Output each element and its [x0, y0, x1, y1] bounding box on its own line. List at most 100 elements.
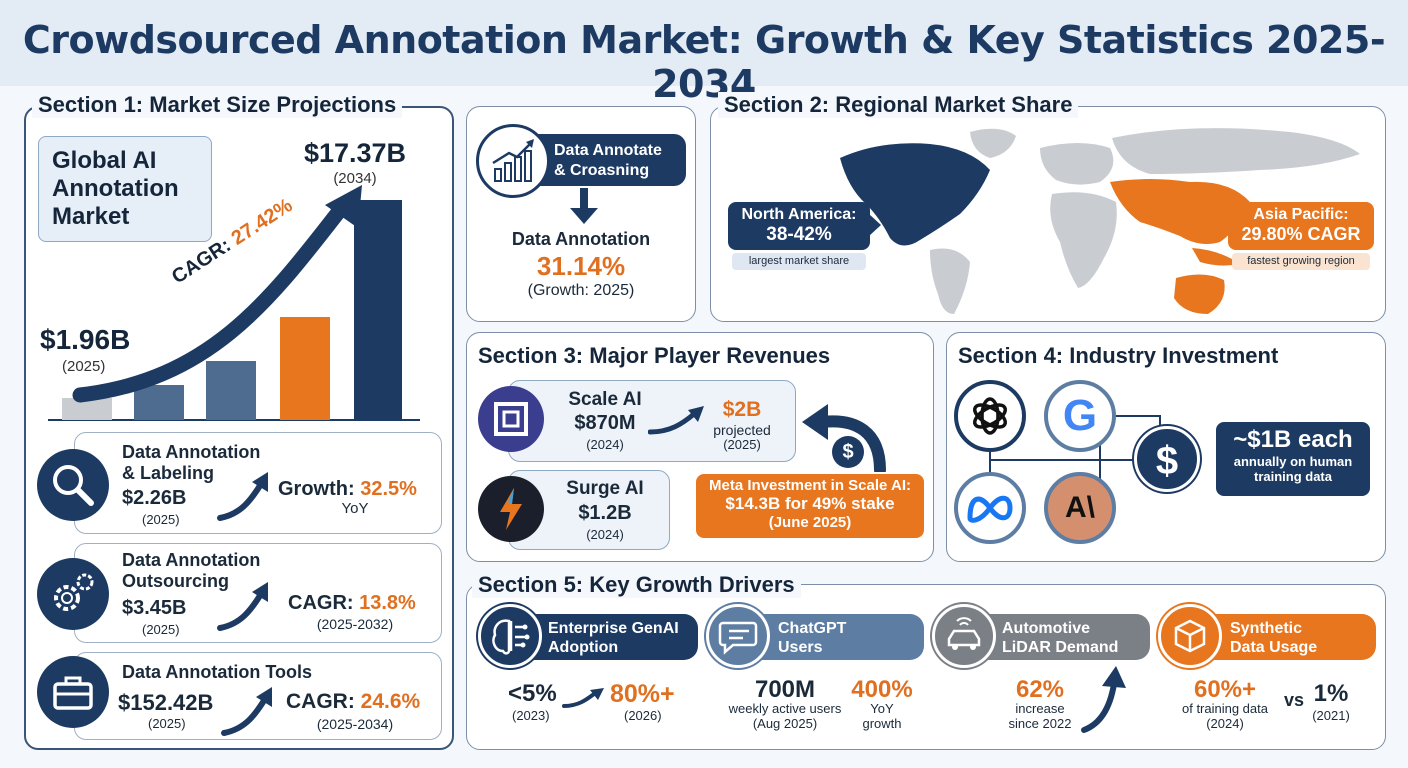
market-label-box: Global AI Annotation Market: [38, 136, 212, 242]
segment-arrow: [221, 687, 272, 736]
section5-title: Section 5: Key Growth Drivers: [472, 572, 801, 598]
metric-value: 24.6%: [360, 690, 421, 713]
segment-metric-note: (2025-2032): [316, 616, 394, 632]
meta-line1: Meta Investment in Scale AI:: [708, 477, 911, 494]
synthetic-note1: of training data: [1181, 701, 1268, 716]
na-pointer: [869, 214, 881, 236]
chatgpt-growth: 400%: [851, 676, 913, 703]
market-bar: [280, 317, 330, 420]
na-value: 38-42%: [766, 224, 832, 245]
meta-line3: (June 2025): [768, 514, 852, 531]
metric-value: 32.5%: [360, 478, 417, 500]
metric-label: Growth:: [278, 478, 355, 500]
meta-investment-arrow: [802, 404, 886, 472]
scale-projection-year: (2025): [723, 437, 761, 452]
chatgpt-growth-note1: YoY: [870, 701, 894, 716]
segment-arrow: [217, 582, 268, 631]
driver-line2: LiDAR Demand: [1002, 639, 1119, 656]
start-value: $1.96B: [40, 324, 131, 355]
segment-year: (2025): [142, 512, 180, 527]
title-band: [0, 0, 1408, 86]
market-bar: [62, 398, 112, 420]
market-bar: [134, 385, 184, 420]
driver-line2: Adoption: [548, 639, 619, 656]
scale-card: [508, 380, 796, 462]
scale-value: $870M: [574, 412, 636, 434]
segment-name-line2: Outsourcing: [122, 571, 229, 591]
map-australia: [1174, 274, 1225, 314]
section5-panel: [466, 584, 1386, 750]
synthetic-past-year: (2021): [1312, 708, 1350, 723]
brain-icon: [478, 604, 542, 668]
chatgpt-users-note2: (Aug 2025): [752, 716, 818, 731]
magnifier-icon: [37, 449, 109, 521]
segment-metric-note: YoY: [341, 500, 369, 517]
chatgpt-users-note1: weekly active users: [728, 701, 842, 716]
scale-name: Scale AI: [568, 389, 642, 410]
section4-title: Section 4: Industry Investment: [952, 343, 1285, 369]
start-year: (2025): [62, 358, 106, 375]
market-label: Global AI Annotation Market: [52, 147, 179, 230]
segment-name: Data Annotation Tools: [122, 662, 312, 682]
driver-line1: Automotive: [1002, 620, 1090, 637]
surge-name: Surge AI: [566, 478, 644, 499]
segment-metric: CAGR: 13.8%: [288, 592, 416, 615]
growth-chart-icon: [476, 124, 550, 198]
synthetic-past-value: 1%: [1313, 680, 1349, 707]
end-year: (2034): [333, 170, 377, 187]
meta-investment-box: Meta Investment in Scale AI: $14.3B for …: [696, 474, 924, 538]
annotation-note: (Growth: 2025): [527, 282, 635, 299]
toolbox-icon: [37, 656, 109, 728]
badge-line2: & Croasning: [554, 162, 650, 179]
segment-metric: CAGR: 24.6%: [286, 690, 420, 714]
dollar-icon: $: [832, 436, 864, 468]
segment-value: $3.45B: [122, 597, 187, 619]
badge-line1: Data Annotate: [554, 142, 662, 159]
map-south-america: [930, 248, 970, 314]
na-note: largest market share: [732, 253, 866, 270]
segment-value: $152.42B: [118, 690, 214, 715]
segment-name: Data Annotation: [122, 550, 261, 570]
surge-year: (2024): [586, 527, 624, 542]
lidar-arrow: [1081, 666, 1126, 733]
synthetic-value: 60%+: [1193, 676, 1257, 703]
section2-title: Section 2: Regional Market Share: [718, 92, 1079, 118]
gears-icon: [37, 558, 109, 630]
driver-line1: Synthetic: [1230, 620, 1303, 637]
chatgpt-users: 700M: [754, 676, 816, 703]
map-africa: [1050, 192, 1117, 288]
genai-from-year: (2023): [512, 708, 550, 723]
driver-pill-genai: Enterprise GenAI Adoption: [520, 614, 698, 660]
end-value: $17.37B: [303, 138, 407, 168]
driver-line1: ChatGPT: [778, 620, 847, 637]
surge-ai-logo: [478, 476, 544, 542]
cube-icon: [1158, 604, 1222, 668]
scale-year: (2024): [586, 437, 624, 452]
driver-pill-synthetic: Synthetic Data Usage: [1198, 614, 1376, 660]
chatgpt-growth-note2: growth: [862, 716, 902, 731]
investment-note-line2: training data: [1253, 469, 1332, 484]
scale-ai-logo: [478, 386, 544, 452]
anthropic-logo: A\: [1044, 472, 1116, 544]
world-map: [840, 128, 1360, 314]
na-label: North America:: [741, 206, 857, 223]
metric-label: CAGR:: [286, 690, 355, 713]
lidar-note1: increase: [1015, 701, 1065, 716]
synthetic-vs: vs: [1284, 690, 1305, 710]
market-bar-chart: [48, 185, 420, 421]
down-arrow: [570, 188, 598, 224]
annotation-label: Data Annotation: [511, 229, 651, 249]
growth-arrow: [72, 202, 348, 403]
driver-line2: Data Usage: [1230, 639, 1318, 656]
map-europe: [1040, 143, 1114, 185]
segment-metric: Growth: 32.5%: [278, 478, 417, 501]
segment-value: $2.26B: [122, 487, 187, 509]
car-icon: [932, 604, 996, 668]
segment-name: Data Annotation: [122, 442, 261, 462]
chat-icon: [706, 604, 770, 668]
investment-amount: ~$1B each: [1233, 426, 1353, 453]
map-asia-pacific: [1110, 179, 1250, 244]
map-sea-islands: [1192, 248, 1240, 266]
map-russia: [1112, 128, 1360, 174]
scale-arrow: [648, 406, 704, 435]
